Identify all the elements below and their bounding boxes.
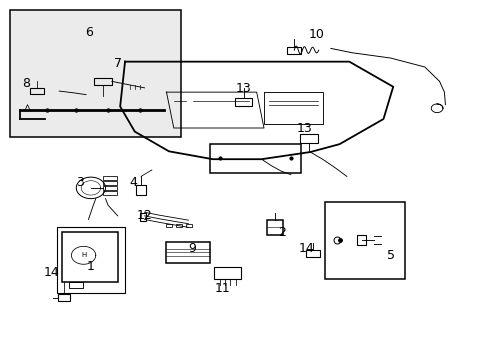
Text: 2: 2 [278,226,286,239]
Bar [166,242,210,263]
Text: H: H [81,252,86,258]
Text: 4: 4 [129,176,137,189]
Bar [10,10,181,137]
Text: 14: 14 [298,242,314,255]
Text: 10: 10 [308,28,324,41]
Bar [94,78,112,85]
Bar [140,213,146,221]
Bar [356,235,366,246]
Bar [57,226,125,293]
Bar [103,191,117,195]
Bar [136,185,146,195]
Bar [30,88,44,94]
Text: 7: 7 [114,57,122,69]
Text: 1: 1 [87,260,95,273]
Bar [325,202,405,279]
Text: 14: 14 [44,266,60,279]
Text: 12: 12 [136,210,152,222]
Text: 13: 13 [297,122,312,135]
Bar [185,224,191,227]
Bar [305,250,319,257]
Bar [176,224,182,227]
Text: 11: 11 [214,282,230,295]
Bar [61,232,118,282]
Bar [103,181,117,185]
Bar [166,224,172,227]
Text: 5: 5 [386,249,394,262]
Bar [287,46,301,54]
Text: 6: 6 [85,27,93,40]
Bar [69,282,82,288]
Text: 8: 8 [22,77,30,90]
Bar [234,98,252,106]
Bar [103,176,117,180]
Bar [267,220,283,234]
Bar [58,294,70,301]
Bar [213,267,240,279]
Bar [210,144,300,173]
Text: 9: 9 [187,242,195,255]
Text: 3: 3 [76,176,83,189]
Bar [103,186,117,190]
Bar [300,134,317,143]
Text: 13: 13 [235,82,251,95]
